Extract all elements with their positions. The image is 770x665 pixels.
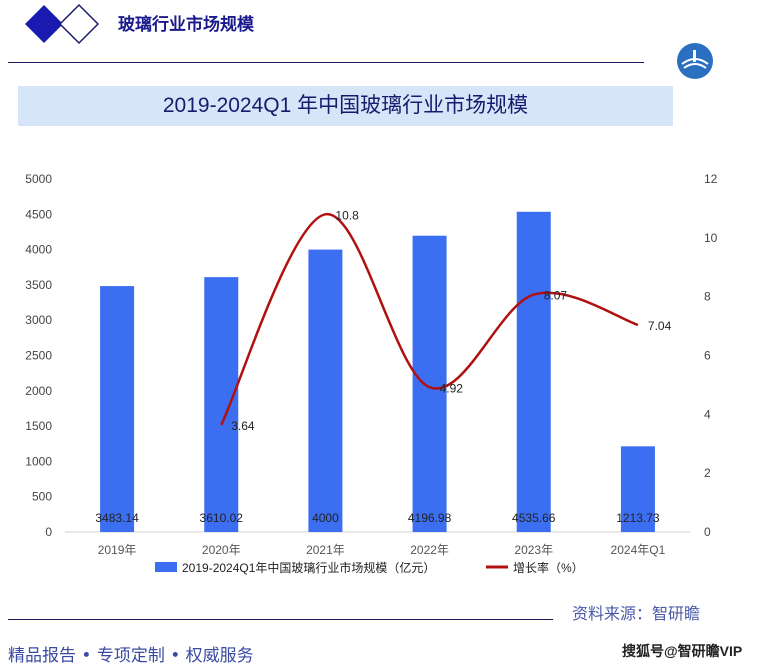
legend-bar-swatch xyxy=(155,562,177,572)
chart-title: 2019-2024Q1 年中国玻璃行业市场规模 xyxy=(18,86,673,126)
y-right-tick-label: 8 xyxy=(704,290,711,304)
chart: 0 500 1000 1500 2000 2500 3000 3500 4000 4500 5000… xyxy=(25,172,718,575)
y-left-tick-label: 3500 xyxy=(25,278,52,292)
y-left-tick-label: 4000 xyxy=(25,243,52,257)
x-tick-label: 2023年 xyxy=(514,543,553,557)
bar xyxy=(100,286,135,532)
line-data-label: 10.8 xyxy=(335,208,359,222)
y-right-tick-label: 10 xyxy=(704,231,718,245)
bar-data-label: 1213.73 xyxy=(616,511,660,525)
bar-data-label: 4000 xyxy=(312,511,339,525)
growth-rate-line xyxy=(220,213,639,426)
bar-data-label: 4535.66 xyxy=(512,511,556,525)
x-tick-label: 2024年Q1 xyxy=(611,543,666,557)
y-left-tick-label: 5000 xyxy=(25,172,52,186)
footer-slogan: 精品报告 • 专项定制 • 权威服务 xyxy=(8,646,254,665)
y-left-tick-label: 2500 xyxy=(25,349,52,363)
y-left-tick-label: 3000 xyxy=(25,313,52,327)
y-left-tick-label: 2000 xyxy=(25,384,52,398)
bar-data-label: 3483.14 xyxy=(95,511,139,525)
footer-divider xyxy=(8,619,553,620)
bar xyxy=(516,211,551,532)
y-right-tick-label: 2 xyxy=(704,466,711,480)
bar-data-label: 3610.02 xyxy=(200,511,244,525)
bar xyxy=(620,446,655,532)
y-right-tick-label: 6 xyxy=(704,349,711,363)
y-left-tick-label: 1500 xyxy=(25,419,52,433)
line-data-label: 7.04 xyxy=(648,319,672,333)
x-tick-label: 2021年 xyxy=(306,543,345,557)
line-data-label: 4.92 xyxy=(440,381,464,395)
line-data-label: 8.07 xyxy=(544,289,568,303)
bar-data-label: 4196.98 xyxy=(408,511,452,525)
bar xyxy=(204,277,239,532)
source-note: 资料来源：智研瞻 xyxy=(572,604,701,623)
line-data-label: 3.64 xyxy=(231,419,255,433)
brand-diamonds-logo xyxy=(25,3,100,45)
header-divider xyxy=(8,62,644,63)
y-right-tick-label: 12 xyxy=(704,172,718,186)
bar xyxy=(308,249,343,532)
watermark: 搜狐号@智研瞻VIP xyxy=(622,643,743,659)
x-tick-label: 2020年 xyxy=(202,543,241,557)
bar xyxy=(412,235,447,532)
y-left-tick-label: 500 xyxy=(32,490,52,504)
legend-line-label: 增长率（%） xyxy=(513,560,584,575)
x-tick-label: 2022年 xyxy=(410,543,449,557)
header-title: 玻璃行业市场规模 xyxy=(118,15,254,35)
legend-bar-label: 2019-2024Q1年中国玻璃行业市场规模（亿元） xyxy=(182,560,435,575)
y-right-tick-label: 4 xyxy=(704,407,711,421)
y-left-tick-label: 0 xyxy=(45,525,52,539)
y-left-tick-label: 4500 xyxy=(25,207,52,221)
company-logo-icon xyxy=(677,43,713,79)
y-left-tick-label: 1000 xyxy=(25,454,52,468)
y-right-tick-label: 0 xyxy=(704,525,711,539)
x-tick-label: 2019年 xyxy=(98,543,137,557)
